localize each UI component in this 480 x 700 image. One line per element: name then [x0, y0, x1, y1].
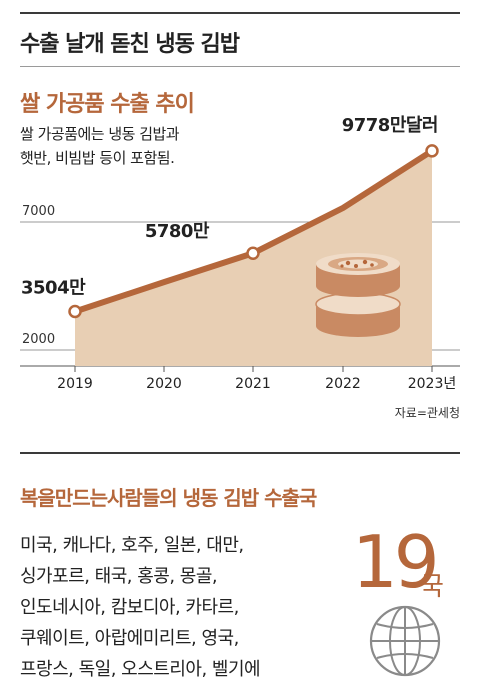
- country-list-line: 프랑스, 독일, 오스트리아, 벨기에: [20, 659, 261, 680]
- country-count-unit: 국: [420, 572, 444, 602]
- section-rule: [20, 452, 460, 454]
- source-note: 자료=관세청: [394, 406, 460, 420]
- data-label: 9778만달러: [342, 115, 438, 136]
- gimbap-illustration: [315, 253, 401, 337]
- export-trend-chart: 2000 7000 2019 2020 2021 2022 2023년 3504만 5780만…: [20, 115, 460, 392]
- data-label: 3504만: [21, 277, 86, 298]
- exporter-title: 복을만드는사람들의 냉동 김밥 수출국: [20, 486, 317, 510]
- country-list: 미국, 캐나다, 호주, 일본, 대만, 싱가포르, 태국, 홍콩, 몽골, 인…: [20, 530, 340, 685]
- x-tick-label: 2021: [235, 376, 271, 392]
- headline: 수출 날개 돋친 냉동 김밥: [20, 32, 240, 57]
- country-list-line: 인도네시아, 캄보디아, 카타르,: [20, 597, 239, 618]
- data-point: [68, 304, 82, 319]
- headline-rule: [20, 66, 460, 67]
- data-label: 5780만: [145, 221, 210, 242]
- line-layer: [68, 144, 439, 319]
- data-point: [425, 144, 439, 158]
- country-list-line: 싱가포르, 태국, 홍콩, 몽골,: [20, 566, 218, 587]
- chart-subtitle-line: 쌀 가공품에는 냉동 김밥과: [20, 125, 180, 143]
- x-tick-label: 2019: [57, 376, 93, 392]
- y-tick-label: 7000: [22, 204, 55, 219]
- x-tick-label: 2023년: [408, 376, 457, 392]
- globe-icon: [369, 605, 441, 677]
- x-tick-label: 2022: [325, 376, 361, 392]
- chart-subtitle-line: 햇반, 비빔밥 등이 포함됨.: [20, 149, 175, 167]
- country-list-line: 쿠웨이트, 아랍에미리트, 영국,: [20, 628, 239, 649]
- y-tick-label: 2000: [22, 332, 55, 347]
- country-count-number: 19: [352, 520, 440, 604]
- top-rule: [20, 12, 460, 14]
- country-list-line: 미국, 캐나다, 호주, 일본, 대만,: [20, 535, 244, 556]
- x-tick-label: 2020: [146, 376, 182, 392]
- label-layer: 2019 2020 2021 2022 2023년 3504만 5780만 9778만달러: [21, 115, 456, 392]
- data-point: [246, 246, 260, 260]
- chart-title: 쌀 가공품 수출 추이: [20, 92, 195, 117]
- chart-subtitle: 쌀 가공품에는 냉동 김밥과 햇반, 비빔밥 등이 포함됨.: [20, 122, 240, 170]
